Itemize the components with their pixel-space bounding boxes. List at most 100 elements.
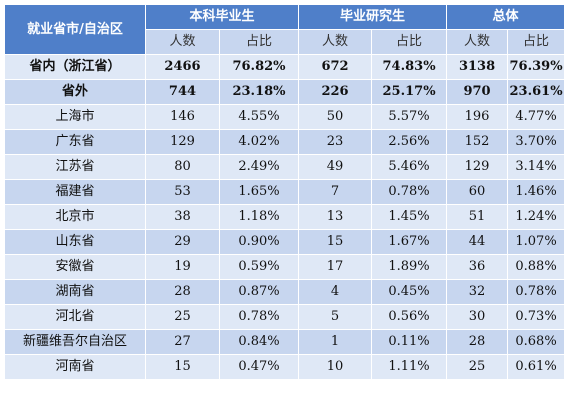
count-cell: 32 <box>446 279 509 305</box>
count-cell: 226 <box>298 79 373 105</box>
ratio-cell: 0.73% <box>507 304 566 330</box>
count-cell: 28 <box>145 279 220 305</box>
count-cell: 129 <box>145 129 220 155</box>
ratio-cell: 0.56% <box>371 304 448 330</box>
ratio-cell: 0.47% <box>218 354 300 380</box>
region-name-cell: 省内（浙江省） <box>4 54 146 80</box>
ratio-subheader: 占比 <box>371 29 448 55</box>
table-row: 安徽省 19 0.59% 17 1.89% 36 0.88% <box>4 254 566 280</box>
table-row: 河北省 25 0.78% 5 0.56% 30 0.73% <box>4 304 566 330</box>
table-row: 广东省 129 4.02% 23 2.56% 152 3.70% <box>4 129 566 155</box>
table-row: 河南省 15 0.47% 10 1.11% 25 0.61% <box>4 354 566 380</box>
ratio-cell: 3.14% <box>507 154 566 180</box>
count-cell: 744 <box>145 79 220 105</box>
ratio-cell: 1.45% <box>371 204 448 230</box>
ratio-subheader: 占比 <box>507 29 566 55</box>
ratio-cell: 2.56% <box>371 129 448 155</box>
count-cell: 146 <box>145 104 220 130</box>
ratio-cell: 1.11% <box>371 354 448 380</box>
ratio-cell: 1.46% <box>507 179 566 205</box>
ratio-cell: 5.46% <box>371 154 448 180</box>
ratio-cell: 23.18% <box>218 79 300 105</box>
region-name-cell: 安徽省 <box>4 254 146 280</box>
count-cell: 152 <box>446 129 509 155</box>
region-name-cell: 山东省 <box>4 229 146 255</box>
ratio-cell: 0.90% <box>218 229 300 255</box>
ratio-cell: 1.24% <box>507 204 566 230</box>
count-cell: 196 <box>446 104 509 130</box>
ratio-cell: 4.02% <box>218 129 300 155</box>
count-cell: 50 <box>298 104 373 130</box>
count-cell: 49 <box>298 154 373 180</box>
count-cell: 28 <box>446 329 509 355</box>
count-cell: 672 <box>298 54 373 80</box>
table-row: 上海市 146 4.55% 50 5.57% 196 4.77% <box>4 104 566 130</box>
count-cell: 10 <box>298 354 373 380</box>
table-row: 省内（浙江省） 2466 76.82% 672 74.83% 3138 76.39% <box>4 54 566 80</box>
count-cell: 29 <box>145 229 220 255</box>
count-subheader: 人数 <box>298 29 373 55</box>
ratio-cell: 0.78% <box>218 304 300 330</box>
count-cell: 25 <box>446 354 509 380</box>
ratio-cell: 74.83% <box>371 54 448 80</box>
graduate-header: 毕业研究生 <box>298 4 448 30</box>
count-cell: 23 <box>298 129 373 155</box>
count-cell: 129 <box>446 154 509 180</box>
count-cell: 7 <box>298 179 373 205</box>
ratio-cell: 0.88% <box>507 254 566 280</box>
count-cell: 60 <box>446 179 509 205</box>
region-name-cell: 省外 <box>4 79 146 105</box>
count-cell: 25 <box>145 304 220 330</box>
table-body: 省内（浙江省） 2466 76.82% 672 74.83% 3138 76.39% 省外 74… <box>4 54 566 380</box>
count-cell: 3138 <box>446 54 509 80</box>
ratio-cell: 0.61% <box>507 354 566 380</box>
count-cell: 5 <box>298 304 373 330</box>
undergrad-header: 本科毕业生 <box>144 4 300 30</box>
count-cell: 44 <box>446 229 509 255</box>
ratio-cell: 1.18% <box>218 204 300 230</box>
count-cell: 38 <box>145 204 220 230</box>
table-row: 江苏省 80 2.49% 49 5.46% 129 3.14% <box>4 154 566 180</box>
count-cell: 51 <box>446 204 509 230</box>
ratio-cell: 0.78% <box>371 179 448 205</box>
ratio-cell: 0.11% <box>371 329 448 355</box>
ratio-cell: 1.89% <box>371 254 448 280</box>
count-cell: 15 <box>298 229 373 255</box>
count-cell: 2466 <box>145 54 220 80</box>
ratio-cell: 25.17% <box>371 79 448 105</box>
total-header: 总体 <box>446 4 566 30</box>
ratio-cell: 1.67% <box>371 229 448 255</box>
ratio-cell: 0.45% <box>371 279 448 305</box>
count-cell: 19 <box>145 254 220 280</box>
count-cell: 27 <box>145 329 220 355</box>
ratio-subheader: 占比 <box>218 29 300 55</box>
region-name-cell: 江苏省 <box>4 154 146 180</box>
count-cell: 1 <box>298 329 373 355</box>
table-row: 湖南省 28 0.87% 4 0.45% 32 0.78% <box>4 279 566 305</box>
region-name-cell: 上海市 <box>4 104 146 130</box>
ratio-cell: 76.82% <box>218 54 300 80</box>
table-row: 省外 744 23.18% 226 25.17% 970 23.61% <box>4 79 566 105</box>
ratio-cell: 0.78% <box>507 279 566 305</box>
ratio-cell: 1.07% <box>507 229 566 255</box>
table-row: 福建省 53 1.65% 7 0.78% 60 1.46% <box>4 179 566 205</box>
count-subheader: 人数 <box>145 29 220 55</box>
table-row: 新疆维吾尔自治区 27 0.84% 1 0.11% 28 0.68% <box>4 329 566 355</box>
table-row: 北京市 38 1.18% 13 1.45% 51 1.24% <box>4 204 566 230</box>
region-header: 就业省市/自治区 <box>4 4 146 55</box>
region-name-cell: 北京市 <box>4 204 146 230</box>
count-cell: 4 <box>298 279 373 305</box>
region-name-cell: 河北省 <box>4 304 146 330</box>
ratio-cell: 0.87% <box>218 279 300 305</box>
count-cell: 13 <box>298 204 373 230</box>
count-cell: 53 <box>145 179 220 205</box>
region-name-cell: 新疆维吾尔自治区 <box>4 329 146 355</box>
region-name-cell: 湖南省 <box>4 279 146 305</box>
ratio-cell: 0.68% <box>507 329 566 355</box>
count-cell: 30 <box>446 304 509 330</box>
ratio-cell: 4.77% <box>507 104 566 130</box>
region-name-cell: 福建省 <box>4 179 146 205</box>
count-cell: 15 <box>145 354 220 380</box>
count-cell: 970 <box>446 79 509 105</box>
count-cell: 80 <box>145 154 220 180</box>
